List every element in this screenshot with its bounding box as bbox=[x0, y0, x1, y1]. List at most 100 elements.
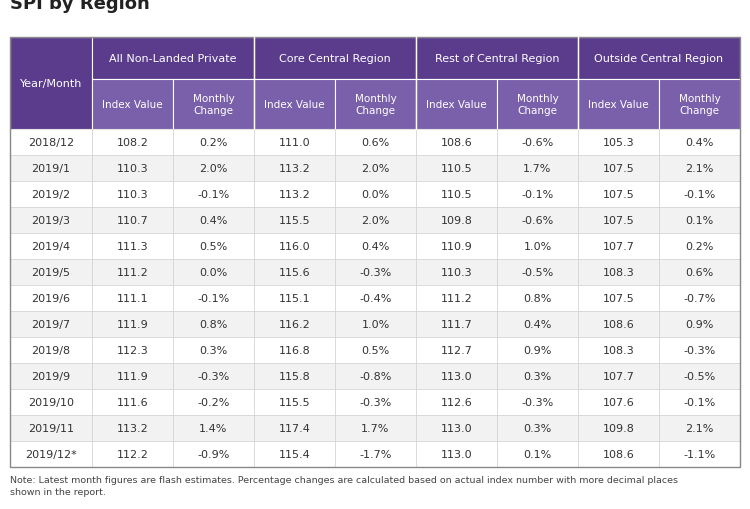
Text: 107.6: 107.6 bbox=[603, 397, 634, 407]
Bar bbox=[92, 260, 173, 286]
Bar bbox=[416, 312, 497, 337]
Bar bbox=[497, 182, 578, 208]
Bar bbox=[416, 363, 497, 389]
Bar bbox=[416, 130, 497, 156]
Text: 0.8%: 0.8% bbox=[524, 293, 552, 303]
Text: 111.2: 111.2 bbox=[441, 293, 472, 303]
Text: 0.1%: 0.1% bbox=[686, 216, 714, 225]
Bar bbox=[254, 441, 335, 467]
Text: 2.0%: 2.0% bbox=[362, 216, 390, 225]
Text: 0.3%: 0.3% bbox=[524, 423, 551, 433]
Bar bbox=[335, 234, 416, 260]
Bar bbox=[335, 156, 416, 182]
Text: 0.9%: 0.9% bbox=[686, 319, 714, 329]
Text: 2019/2: 2019/2 bbox=[32, 190, 70, 200]
Bar bbox=[578, 156, 659, 182]
Text: Monthly
Change: Monthly Change bbox=[679, 94, 720, 116]
Text: -0.1%: -0.1% bbox=[683, 190, 716, 200]
Bar bbox=[173, 441, 254, 467]
Text: -0.3%: -0.3% bbox=[359, 267, 392, 277]
Bar bbox=[173, 80, 254, 130]
Text: 2019/7: 2019/7 bbox=[32, 319, 70, 329]
Text: 0.6%: 0.6% bbox=[362, 138, 390, 148]
Text: 0.5%: 0.5% bbox=[200, 242, 228, 251]
Bar bbox=[92, 130, 173, 156]
Text: Index Value: Index Value bbox=[264, 100, 325, 110]
Text: 108.2: 108.2 bbox=[116, 138, 148, 148]
Bar bbox=[335, 415, 416, 441]
Text: 0.0%: 0.0% bbox=[362, 190, 390, 200]
Text: 110.7: 110.7 bbox=[117, 216, 148, 225]
Bar bbox=[173, 389, 254, 415]
Text: -0.5%: -0.5% bbox=[683, 371, 716, 381]
Bar bbox=[497, 312, 578, 337]
Text: 2.0%: 2.0% bbox=[362, 164, 390, 174]
Bar bbox=[497, 286, 578, 312]
Text: 2019/11: 2019/11 bbox=[28, 423, 74, 433]
Bar bbox=[416, 441, 497, 467]
Bar bbox=[10, 208, 92, 234]
Text: -0.1%: -0.1% bbox=[521, 190, 554, 200]
Bar bbox=[416, 208, 497, 234]
Bar bbox=[659, 260, 740, 286]
Text: 112.2: 112.2 bbox=[116, 449, 148, 459]
Bar bbox=[335, 312, 416, 337]
Text: 116.0: 116.0 bbox=[279, 242, 310, 251]
Text: 113.0: 113.0 bbox=[441, 371, 472, 381]
Text: 109.8: 109.8 bbox=[440, 216, 472, 225]
Text: 2019/5: 2019/5 bbox=[32, 267, 70, 277]
Text: 115.5: 115.5 bbox=[279, 216, 310, 225]
Text: 107.5: 107.5 bbox=[603, 190, 634, 200]
Text: 110.3: 110.3 bbox=[117, 190, 148, 200]
Text: 111.6: 111.6 bbox=[117, 397, 148, 407]
Bar bbox=[578, 337, 659, 363]
Bar bbox=[578, 363, 659, 389]
Text: 1.0%: 1.0% bbox=[524, 242, 551, 251]
Bar bbox=[578, 182, 659, 208]
Text: -0.1%: -0.1% bbox=[197, 293, 230, 303]
Bar bbox=[254, 130, 335, 156]
Bar bbox=[10, 182, 92, 208]
Bar bbox=[335, 363, 416, 389]
Text: 2019/6: 2019/6 bbox=[32, 293, 70, 303]
Bar bbox=[659, 337, 740, 363]
Bar bbox=[254, 156, 335, 182]
Text: Rest of Central Region: Rest of Central Region bbox=[435, 54, 560, 64]
Bar bbox=[497, 415, 578, 441]
Bar bbox=[416, 337, 497, 363]
Bar bbox=[659, 80, 740, 130]
Text: 110.3: 110.3 bbox=[441, 267, 472, 277]
Bar bbox=[173, 312, 254, 337]
Text: Index Value: Index Value bbox=[102, 100, 163, 110]
Bar bbox=[416, 286, 497, 312]
Bar bbox=[92, 389, 173, 415]
Text: 111.9: 111.9 bbox=[117, 371, 148, 381]
Bar bbox=[497, 80, 578, 130]
Bar bbox=[335, 286, 416, 312]
Text: 1.4%: 1.4% bbox=[200, 423, 228, 433]
Text: 108.6: 108.6 bbox=[603, 319, 634, 329]
Text: 115.5: 115.5 bbox=[279, 397, 310, 407]
Bar bbox=[578, 415, 659, 441]
Bar bbox=[416, 38, 578, 80]
Text: 107.5: 107.5 bbox=[603, 164, 634, 174]
Text: SPI by Region: SPI by Region bbox=[10, 0, 150, 13]
Text: 0.8%: 0.8% bbox=[200, 319, 228, 329]
Text: 110.9: 110.9 bbox=[441, 242, 472, 251]
Bar bbox=[10, 363, 92, 389]
Bar bbox=[92, 80, 173, 130]
Text: 116.8: 116.8 bbox=[279, 345, 310, 355]
Text: 113.2: 113.2 bbox=[279, 190, 310, 200]
Bar bbox=[173, 130, 254, 156]
Text: 116.2: 116.2 bbox=[279, 319, 310, 329]
Bar bbox=[335, 130, 416, 156]
Bar bbox=[254, 80, 335, 130]
Bar bbox=[578, 286, 659, 312]
Bar bbox=[335, 182, 416, 208]
Text: Index Value: Index Value bbox=[588, 100, 649, 110]
Bar bbox=[92, 363, 173, 389]
Text: Index Value: Index Value bbox=[426, 100, 487, 110]
Bar bbox=[497, 234, 578, 260]
Text: 109.8: 109.8 bbox=[602, 423, 634, 433]
Bar bbox=[10, 415, 92, 441]
